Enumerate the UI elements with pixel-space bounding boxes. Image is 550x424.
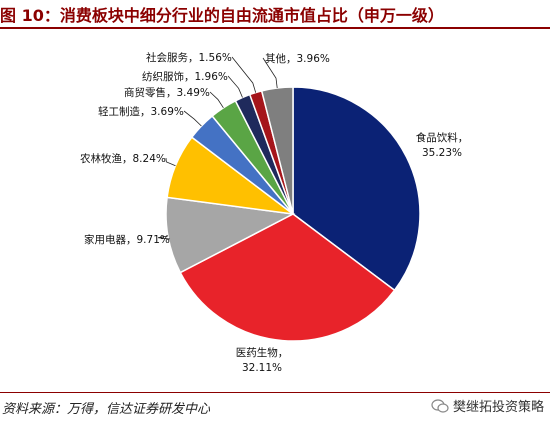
slice-label: 农林牧渔，8.24% [80, 152, 166, 165]
pie-slice [179, 213, 396, 342]
footer-divider [0, 392, 550, 393]
chart-title: 图 10：消费板块中细分行业的自由流通市值占比（申万一级） [0, 6, 444, 25]
pie-slice [292, 86, 421, 292]
title-divider [0, 27, 550, 29]
leader-line [209, 91, 224, 109]
slice-label: 商贸零售，3.49% [124, 86, 210, 99]
slice-label: 其他，3.96% [265, 52, 330, 65]
watermark-text: 樊继拓投资策略 [452, 400, 544, 415]
slice-label: 纺织服饰，1.96% [142, 70, 228, 83]
leader-line [231, 56, 257, 93]
slice-label: 社会服务，1.56% [146, 51, 232, 64]
slice-label: 医药生物， 32.11% [236, 346, 289, 374]
leader-line [165, 157, 176, 167]
pie-slice [165, 196, 296, 274]
leader-line [183, 110, 202, 127]
leader-line [227, 75, 243, 98]
watermark: 樊继拓投资策略 [431, 396, 544, 415]
pie-chart: 食品饮料， 35.23% 医药生物， 32.11% 家用电器，9.71% 农林牧渔，8.2… [80, 51, 469, 374]
wechat-icon [431, 398, 449, 413]
leader-line [158, 235, 171, 240]
leader-line [262, 57, 278, 89]
slice-label: 食品饮料， 35.23% [416, 131, 469, 159]
source-note: 资料来源：万得，信达证券研发中心 [2, 402, 211, 417]
slice-label: 家用电器，9.71% [84, 233, 170, 246]
slice-label: 轻工制造，3.69% [98, 105, 184, 118]
